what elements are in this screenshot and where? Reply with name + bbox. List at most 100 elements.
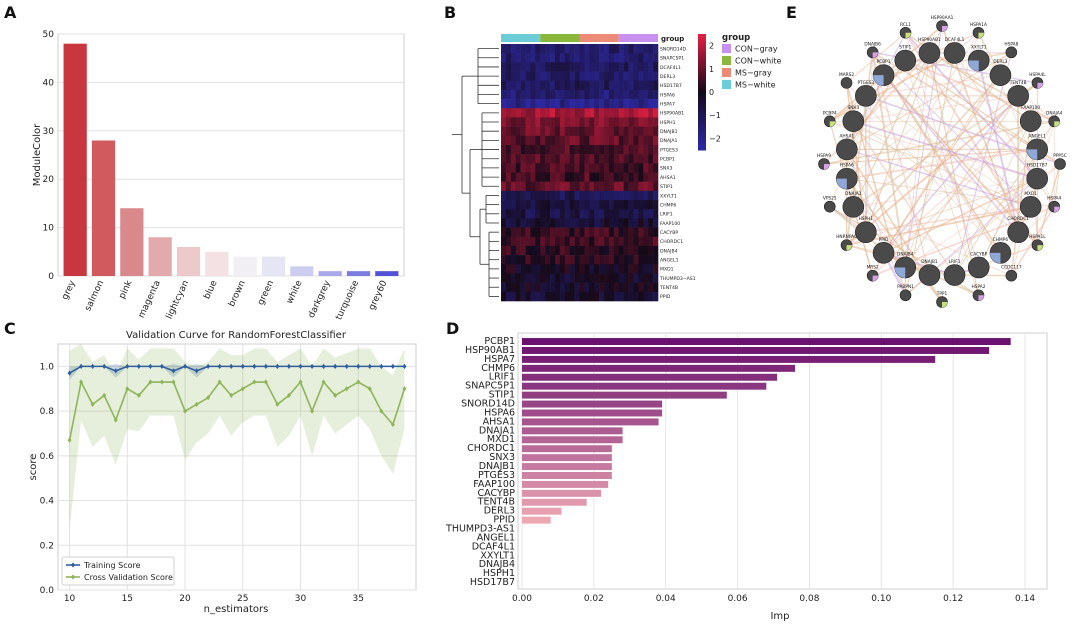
- heatmap-cell: [623, 117, 629, 127]
- node-label: HSPA4: [1047, 196, 1061, 202]
- node-annotation-wedge: [829, 121, 836, 127]
- heatmap-cell: [648, 71, 654, 82]
- node-label: PABPN1: [897, 284, 914, 290]
- heatmap-cell: [618, 163, 624, 173]
- heatmap-cell: [559, 117, 566, 127]
- heatmap-cell: [545, 154, 551, 164]
- node-annotation-wedge: [989, 252, 1001, 264]
- heatmap-cell: [638, 117, 644, 127]
- data-point: [90, 363, 95, 369]
- importance-label: SNX3: [489, 452, 515, 463]
- heatmap-cell: [618, 282, 624, 293]
- heatmap-cell: [623, 53, 629, 63]
- heatmap-cell: [520, 89, 526, 100]
- heatmap-cell: [643, 282, 649, 293]
- heatmap-cell: [623, 264, 629, 274]
- importance-bar-PCBP1: [522, 338, 1011, 346]
- heatmap-cell: [554, 99, 561, 109]
- node-label: XXYLT1: [971, 45, 987, 51]
- heatmap-cell: [633, 44, 639, 54]
- heatmap-cell: [599, 154, 605, 164]
- heatmap-cell: [559, 282, 566, 293]
- heatmap-cell: [579, 80, 585, 91]
- colorbar-step: [698, 105, 706, 108]
- bar-grey60: [375, 271, 399, 276]
- heatmap-cell: [564, 71, 570, 82]
- heatmap-cell: [550, 255, 556, 265]
- heatmap-cell: [613, 190, 620, 201]
- heatmap-cell: [545, 172, 551, 182]
- heatmap-cell: [594, 291, 600, 302]
- node-DERL3: [989, 64, 1012, 86]
- heatmap-cell: [643, 99, 649, 109]
- heatmap-cell: [550, 172, 556, 182]
- importance-label: DNAJA1: [479, 425, 515, 436]
- colorbar-step: [698, 136, 706, 139]
- heatmap-cell: [554, 126, 561, 137]
- heatmap-cell: [564, 163, 570, 173]
- importance-label: HSD17B7: [470, 577, 515, 588]
- panel-c-ytick-label: 0.8: [40, 407, 55, 417]
- heatmap-cell: [648, 126, 654, 137]
- node-annotation-wedge: [846, 245, 853, 251]
- heatmap-cell: [510, 163, 517, 173]
- node-label: PPP5C: [1053, 153, 1067, 159]
- heatmap-cell: [599, 163, 605, 173]
- heatmap-cell: [653, 227, 659, 238]
- data-point: [367, 386, 372, 392]
- heatmap-cell: [643, 255, 649, 265]
- heatmap-row-label: DNAJB4: [660, 248, 678, 254]
- heatmap-cell: [653, 144, 659, 155]
- heatmap-cell: [613, 126, 620, 137]
- heatmap-cell: [569, 71, 575, 82]
- panel-d-xtick-label: 0.00: [512, 594, 532, 604]
- heatmap-cell: [564, 53, 570, 63]
- colorbar-step: [698, 115, 706, 118]
- heatmap-cell: [540, 89, 546, 100]
- heatmap-cell: [559, 172, 566, 182]
- colorbar-step: [698, 107, 706, 110]
- heatmap-cell: [643, 62, 649, 72]
- heatmap-cell: [554, 108, 561, 118]
- node-AHSA1: [836, 138, 858, 161]
- heatmap-cell: [510, 172, 517, 182]
- heatmap-cell: [510, 227, 517, 238]
- heatmap-cell: [550, 291, 556, 302]
- heatmap-cell: [540, 236, 546, 247]
- heatmap-cell: [559, 245, 566, 256]
- heatmap-cell: [510, 236, 517, 247]
- heatmap-cell: [515, 200, 521, 210]
- importance-label: PCBP1: [484, 336, 515, 347]
- heatmap-cell: [638, 236, 644, 247]
- heatmap-cell: [618, 218, 624, 228]
- network-edge: [846, 60, 906, 150]
- heatmap-cell: [653, 255, 659, 265]
- heatmap-cell: [653, 218, 659, 228]
- importance-bar-CHORDC1: [522, 445, 612, 453]
- node-label: PCBP4: [823, 110, 837, 116]
- heatmap-cell: [604, 291, 610, 302]
- heatmap-cell: [579, 236, 585, 247]
- heatmap-cell: [618, 89, 624, 100]
- heatmap-cell: [564, 117, 570, 127]
- heatmap-cell: [510, 209, 517, 219]
- heatmap-cell: [550, 236, 556, 247]
- heatmap-cell: [550, 99, 556, 109]
- node-annotation-wedge: [978, 32, 984, 39]
- heatmap-cell: [515, 264, 521, 274]
- heatmap-cell: [554, 273, 561, 283]
- heatmap-cell: [648, 62, 654, 72]
- heatmap-cell: [554, 245, 561, 256]
- heatmap-cell: [628, 62, 634, 72]
- legend-swatch: [722, 44, 731, 53]
- importance-bar-DERL3: [522, 507, 562, 515]
- heatmap-cell: [545, 282, 551, 293]
- heatmap-cell: [530, 200, 536, 210]
- heatmap-cell: [569, 209, 575, 219]
- heatmap-cell: [540, 245, 546, 256]
- panel-a-module-bar-chart: ModuleColor 0 10 20 30 40 50 grey salmon pink ma…: [32, 30, 405, 322]
- heatmap-cell: [623, 89, 629, 100]
- heatmap-cell: [569, 80, 575, 91]
- heatmap-cell: [618, 200, 624, 210]
- heatmap-cell: [520, 117, 526, 127]
